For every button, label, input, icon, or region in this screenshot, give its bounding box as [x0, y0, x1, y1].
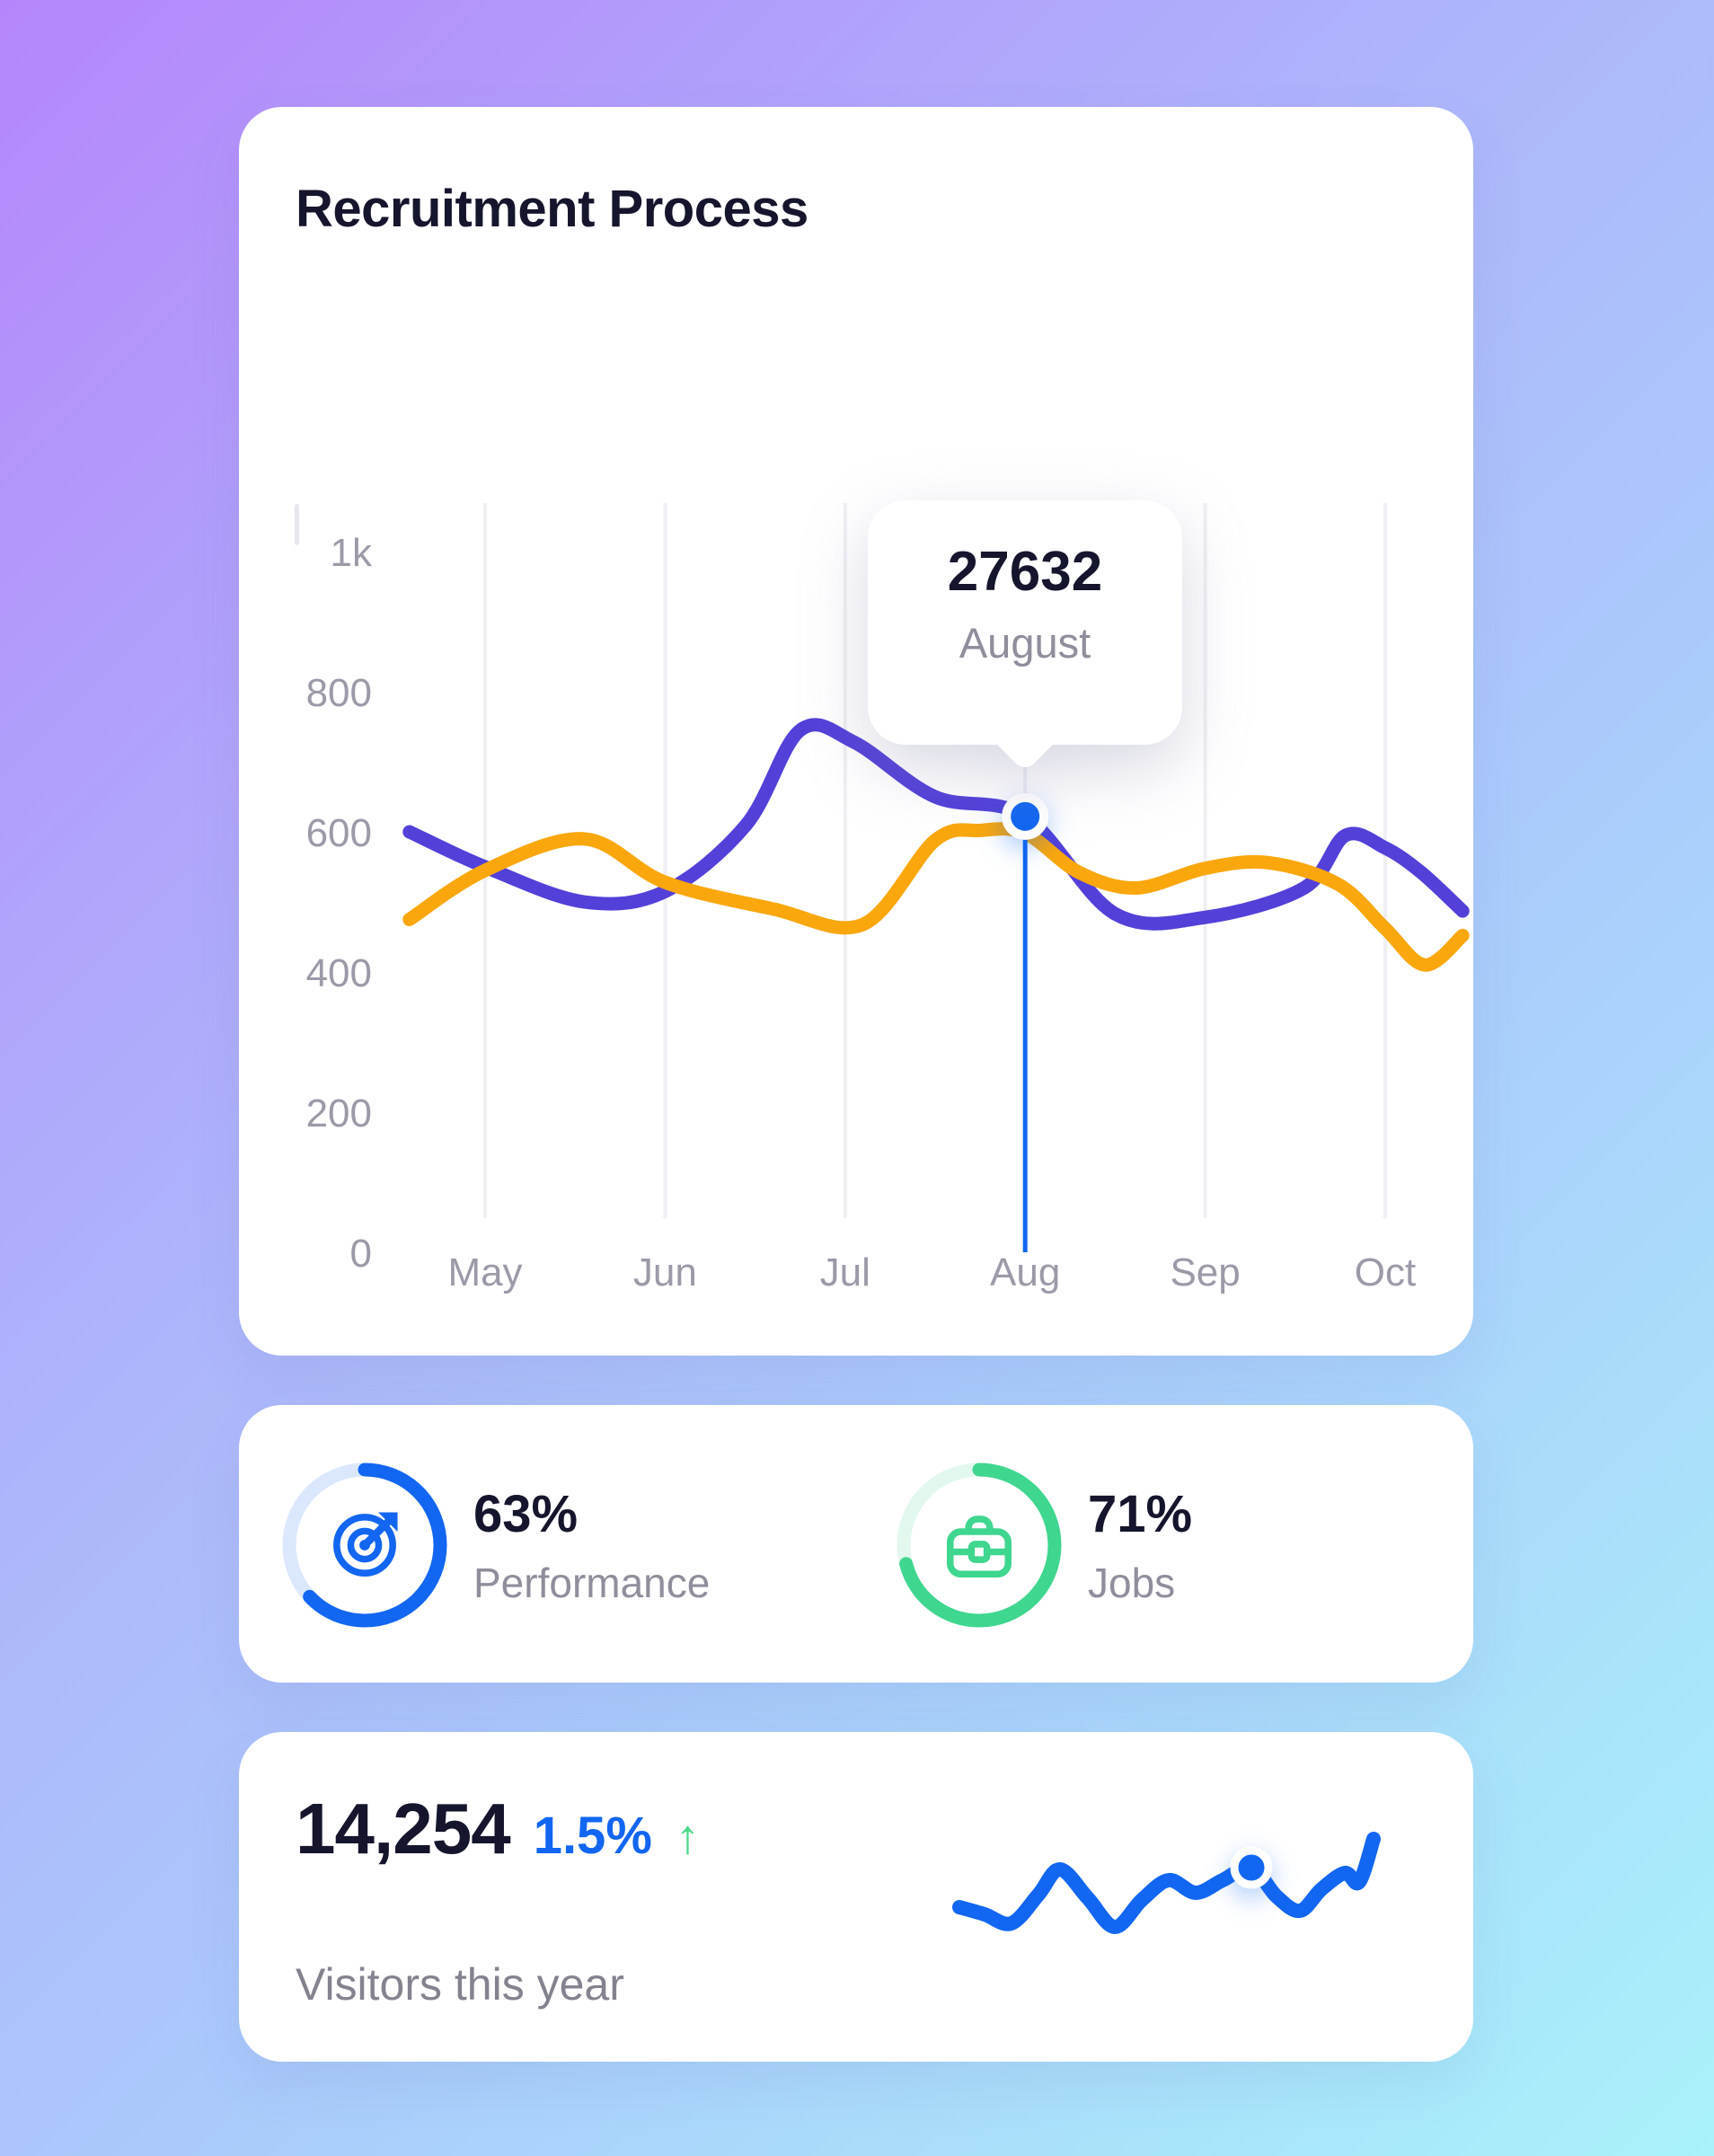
- y-axis-label: 800: [306, 671, 372, 715]
- jobs-stat: 71% Jobs: [894, 1460, 1192, 1630]
- tooltip-label: August: [959, 619, 1091, 667]
- recruitment-line-chart[interactable]: 1k 800 600 400 200 0 May Jun Jul Aug Sep Oct: [239, 107, 1473, 1356]
- x-axis-label: Sep: [1170, 1250, 1240, 1294]
- recruitment-card: Recruitment Process 1k 800 600 400 200 0 May J…: [239, 107, 1473, 1356]
- performance-text: 63% Performance: [473, 1484, 710, 1607]
- y-axis-tick: [295, 504, 299, 545]
- trend-up-arrow-icon: ↑: [675, 1810, 700, 1864]
- y-axis-label: 600: [306, 811, 372, 855]
- performance-ring: [279, 1460, 450, 1630]
- x-axis-label: Jul: [820, 1250, 870, 1294]
- visitors-card: 14,254 1.5% ↑ Visitors this year: [239, 1732, 1473, 2062]
- jobs-label: Jobs: [1088, 1559, 1176, 1606]
- y-axis-labels: 1k 800 600 400 200 0: [306, 531, 373, 1276]
- performance-ring-chart: [282, 1462, 447, 1628]
- briefcase-icon: [946, 1515, 1012, 1578]
- target-icon: [333, 1512, 398, 1577]
- tooltip-value: 27632: [947, 541, 1103, 603]
- sparkline-marker: [1230, 1846, 1273, 1889]
- x-axis-label: Oct: [1355, 1250, 1416, 1294]
- jobs-ring: [894, 1460, 1065, 1630]
- y-axis-label: 1k: [331, 531, 373, 575]
- performance-stat: 63% Performance: [279, 1460, 710, 1630]
- chart-series: [402, 718, 1470, 972]
- jobs-text: 71% Jobs: [1088, 1484, 1192, 1607]
- visitors-sparkline: [952, 1832, 1381, 1934]
- x-axis-labels: May Jun Jul Aug Sep Oct: [447, 1250, 1416, 1294]
- y-axis-label: 200: [306, 1091, 372, 1135]
- visitors-label: Visitors this year: [296, 1959, 624, 2010]
- page-title: Recruitment Process: [296, 180, 808, 238]
- x-axis-label: May: [447, 1250, 522, 1294]
- visitors-count: 14,254: [296, 1789, 511, 1869]
- visitors-kpi: 14,254 1.5% ↑: [296, 1788, 700, 1870]
- chart-tooltip: 27632 August: [868, 500, 1182, 773]
- jobs-percent: 71%: [1088, 1484, 1193, 1543]
- purple-series-line[interactable]: [402, 718, 1470, 931]
- y-axis-label: 0: [350, 1232, 372, 1276]
- performance-ring-progress: [282, 1462, 447, 1628]
- visitors-change: 1.5%: [533, 1807, 652, 1865]
- x-axis-label: Aug: [990, 1250, 1060, 1294]
- performance-percent: 63%: [473, 1484, 579, 1543]
- orange-series-line[interactable]: [402, 822, 1470, 972]
- jobs-ring-progress: [897, 1462, 1062, 1628]
- y-axis-label: 400: [306, 951, 372, 995]
- jobs-ring-chart: [897, 1462, 1062, 1628]
- sparkline-path: [952, 1832, 1381, 1934]
- x-axis-label: Jun: [633, 1250, 697, 1294]
- stats-card: 63% Performance: [239, 1405, 1473, 1683]
- performance-label: Performance: [473, 1559, 711, 1606]
- active-point-marker[interactable]: [1002, 792, 1049, 840]
- active-point-group: [1002, 792, 1049, 1252]
